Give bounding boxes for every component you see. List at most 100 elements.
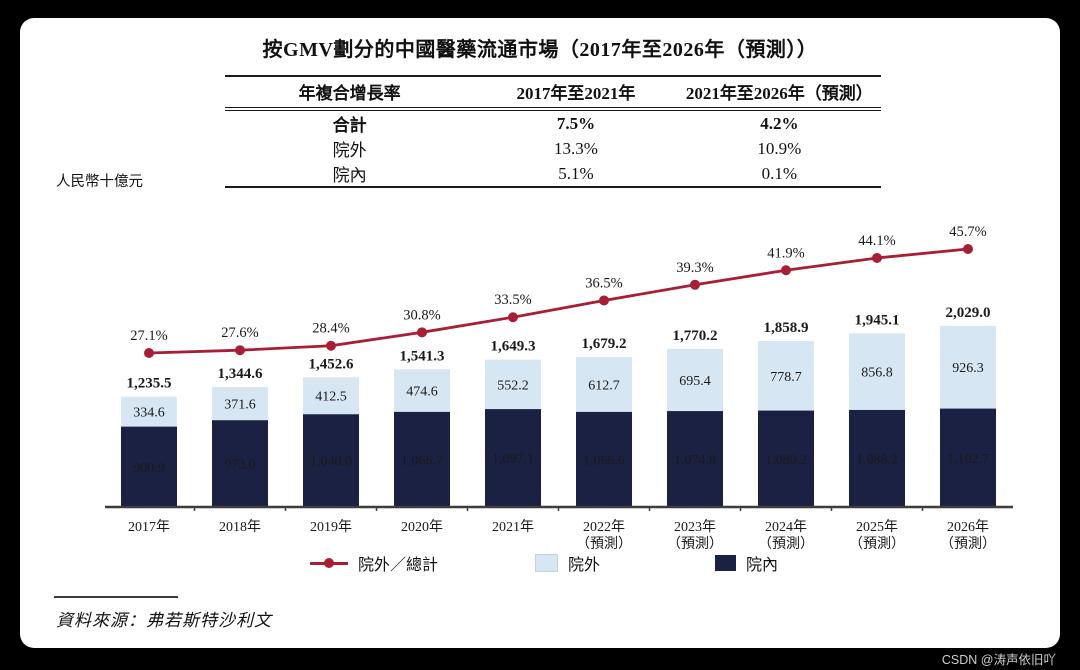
outside-value-label: 412.5 [315, 390, 347, 405]
cagr-cell: 10.9% [757, 138, 802, 158]
bar-segment-outside [121, 396, 177, 427]
pct-label: 41.9% [767, 245, 804, 261]
legend-label-inside: 院內 [746, 557, 779, 574]
line-dot [417, 327, 427, 338]
inside-value-label: 973.0 [224, 458, 256, 473]
combo-chart: 900.9 334.6 1,235.5 2017年 973.0 371.6 1,344.6 2… [105, 224, 1013, 552]
outside-swatch-icon [535, 554, 558, 572]
bar-segment-inside [121, 426, 177, 507]
ratio-line [148, 247, 969, 355]
pct-label: 27.1% [130, 328, 167, 344]
x-tick-label: （預測） [576, 536, 632, 552]
inside-value-label: 1,097.1 [492, 452, 534, 467]
line-dot [690, 279, 700, 290]
total-value-label: 1,770.2 [673, 328, 718, 344]
x-tick-label: 2026年 [947, 519, 989, 535]
inside-value-label: 1,088.2 [856, 452, 898, 467]
inside-value-label: 1,066.7 [401, 453, 443, 468]
total-value-label: 1,541.3 [400, 348, 445, 364]
x-tick-label: 2024年 [765, 519, 807, 535]
cagr-cell: 5.1% [558, 163, 594, 183]
legend-item-inside: 院內 [715, 550, 778, 576]
inside-value-label: 1,102.7 [947, 452, 989, 467]
cagr-cell: 院內 [332, 166, 367, 185]
bar-segment-inside [394, 411, 450, 507]
inside-value-label: 1,066.6 [583, 453, 625, 468]
inside-value-label: 1,080.2 [765, 453, 807, 468]
x-tick-label: （預測） [849, 536, 905, 552]
cagr-header-metric: 年複合增長率 [225, 76, 475, 111]
total-value-label: 1,858.9 [764, 320, 809, 336]
pct-label: 28.4% [312, 321, 349, 337]
cagr-header-period1: 2017年至2021年 [474, 76, 678, 111]
x-tick-label: 2020年 [401, 519, 443, 535]
bar-segment-outside [667, 348, 723, 412]
bar-segment-outside [940, 325, 996, 409]
bar-segment-inside [576, 411, 632, 507]
total-value-label: 1,344.6 [218, 366, 264, 382]
line-dot [508, 312, 518, 323]
x-tick-label: 2019年 [310, 519, 352, 535]
outside-value-label: 695.4 [679, 374, 711, 389]
pct-label: 33.5% [494, 292, 531, 308]
legend-item-outside: 院外 [535, 550, 600, 576]
bar-segment-outside [849, 333, 905, 410]
x-tick-label: 2018年 [219, 519, 261, 535]
total-value-label: 1,649.3 [491, 339, 536, 355]
cagr-table: 年複合增長率 2017年至2021年 2021年至2026年（預測） 合計 7.5… [225, 75, 881, 188]
cagr-cell: 0.1% [761, 163, 798, 183]
unit-label: 人民幣十億元 [56, 174, 143, 190]
line-dot [963, 244, 973, 255]
x-tick-label: （預測） [758, 536, 814, 552]
cagr-row: 院內 5.1% 0.1% [225, 161, 881, 187]
bar-segment-inside [303, 414, 359, 507]
pct-label: 44.1% [858, 233, 895, 249]
inside-value-label: 1,074.8 [674, 453, 716, 468]
bar-segment-inside [849, 409, 905, 507]
line-dot [235, 345, 245, 356]
cagr-table-body: 合計 7.5% 4.2% 院外 13.3% 10.9% 院內 5.1% 0.1% [225, 109, 881, 187]
outside-value-label: 474.6 [406, 385, 438, 400]
bar-segment-inside [758, 410, 814, 507]
cagr-table-head: 年複合增長率 2017年至2021年 2021年至2026年（預測） [225, 76, 881, 111]
chart-title: 按GMV劃分的中國醫藥流通市場（2017年至2026年（預測）） [262, 39, 818, 61]
legend-label-outside: 院外 [568, 557, 601, 574]
inside-value-label: 900.9 [133, 461, 165, 476]
total-value-label: 2,029.0 [946, 305, 991, 321]
cagr-cell: 7.5% [556, 113, 596, 133]
pct-label: 30.8% [403, 307, 440, 323]
x-tick-label: （預測） [940, 536, 996, 552]
total-value-label: 1,679.2 [582, 336, 627, 352]
chart-card: 按GMV劃分的中國醫藥流通市場（2017年至2026年（預測）） 年複合增長率 … [20, 18, 1060, 648]
x-tick-label: 2023年 [674, 519, 716, 535]
x-tick-label: 2022年 [583, 519, 625, 535]
chart-legend: 院外／總計 院外 院內 [20, 550, 1060, 576]
pct-label: 36.5% [585, 275, 622, 291]
bar-segment-inside [212, 420, 268, 507]
cagr-header-period2: 2021年至2026年（預測） [677, 76, 881, 111]
x-tick-label: （預測） [667, 536, 723, 552]
line-dot [144, 348, 154, 358]
watermark: CSDN @涛声依旧吖 [941, 653, 1056, 667]
x-tick-label: 2021年 [492, 519, 534, 535]
bar-segment-outside [303, 377, 359, 415]
bar-segment-inside [940, 408, 996, 507]
cagr-row: 院外 13.3% 10.9% [225, 136, 881, 161]
inside-value-label: 1,040.0 [310, 455, 352, 470]
line-dot [781, 265, 791, 276]
cagr-cell: 13.3% [553, 138, 598, 158]
cagr-row: 合計 7.5% 4.2% [225, 109, 881, 136]
source-note: 資料來源：弗若斯特沙利文 [56, 611, 272, 630]
source-divider [54, 596, 178, 598]
outside-value-label: 612.7 [588, 378, 620, 393]
outside-value-label: 778.7 [770, 370, 802, 385]
pct-label: 39.3% [676, 260, 713, 276]
cagr-cell: 合計 [332, 116, 367, 135]
bar-segment-outside [394, 369, 450, 412]
outside-value-label: 334.6 [133, 406, 165, 421]
legend-label-line: 院外／總計 [358, 557, 439, 574]
x-tick-label: 2025年 [856, 519, 898, 535]
bar-segment-outside [212, 386, 268, 421]
total-value-label: 1,452.6 [309, 356, 355, 372]
line-dot-icon [324, 558, 334, 568]
